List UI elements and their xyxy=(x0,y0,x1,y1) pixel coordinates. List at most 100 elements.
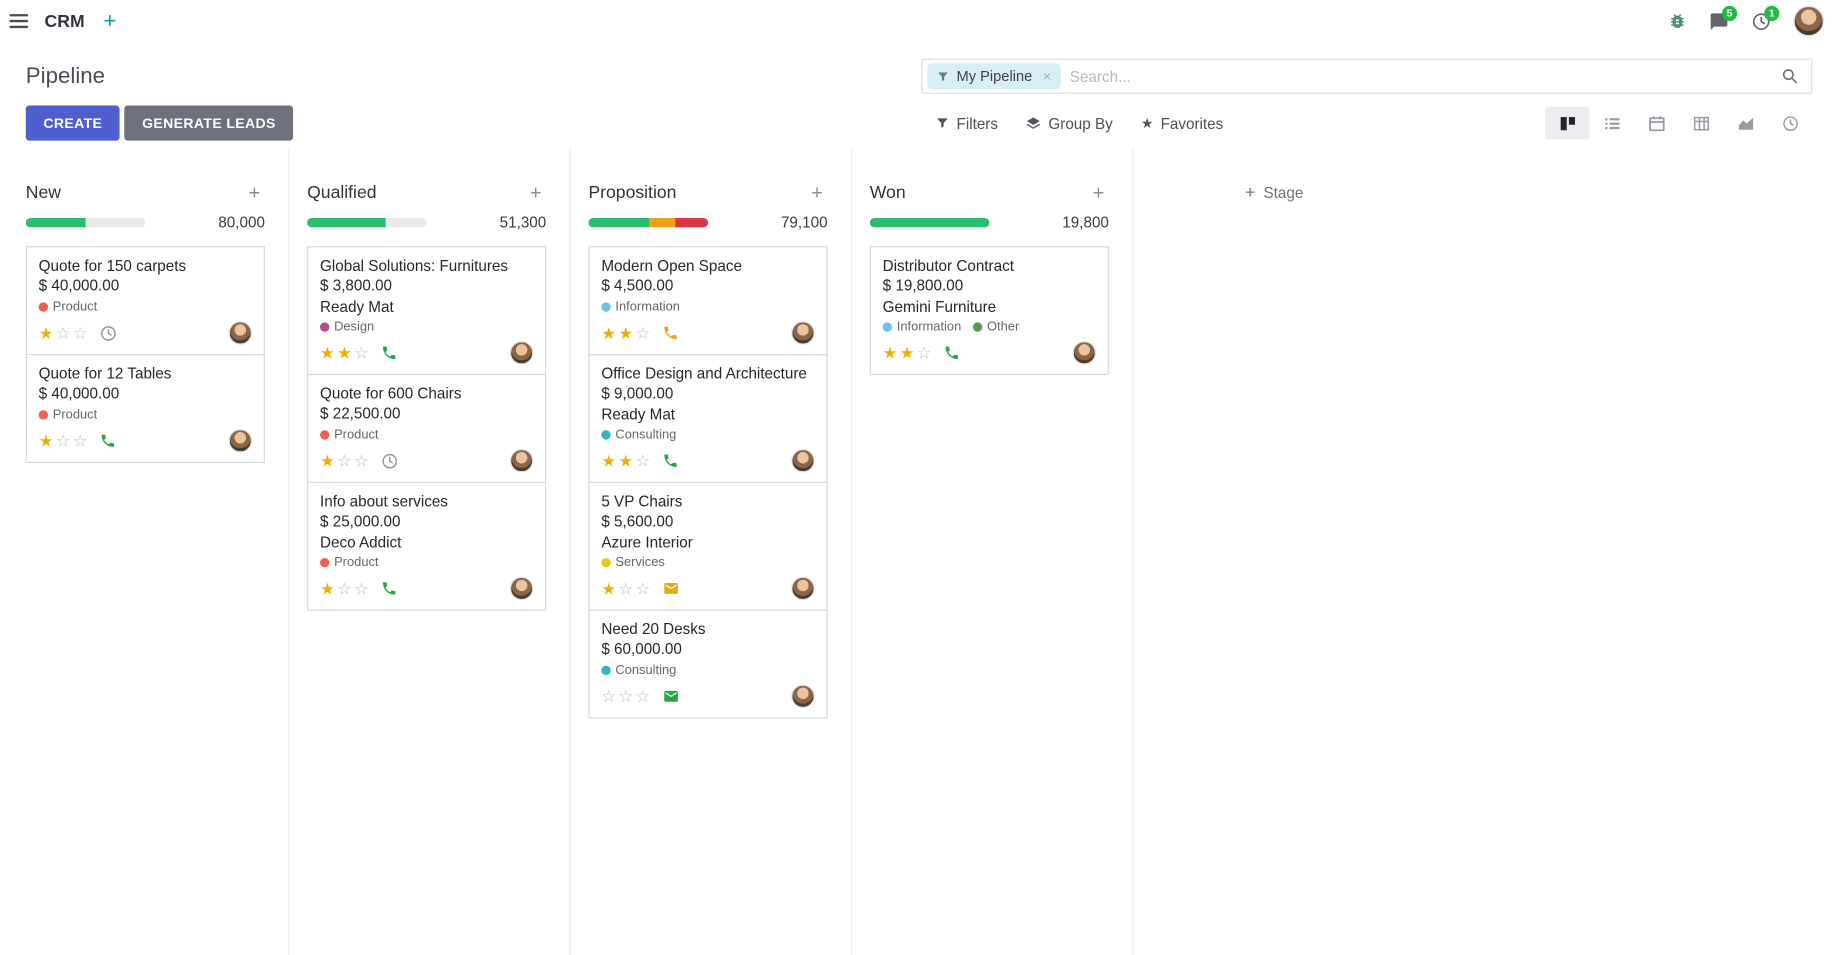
star-empty-icon[interactable]: ☆ xyxy=(635,686,651,706)
facet-remove-icon[interactable]: × xyxy=(1042,67,1052,85)
search-bar[interactable]: My Pipeline × xyxy=(921,58,1813,94)
progress-segment[interactable] xyxy=(869,217,990,227)
search-input[interactable] xyxy=(1060,67,1781,85)
star-empty-icon[interactable]: ☆ xyxy=(337,451,352,471)
column-title[interactable]: Won xyxy=(869,182,906,203)
debug-bug-icon[interactable] xyxy=(1668,12,1687,31)
phone-activity-icon[interactable] xyxy=(943,345,959,361)
card-tags: Design xyxy=(320,320,533,334)
star-empty-icon[interactable]: ☆ xyxy=(55,323,71,343)
column-quick-create-icon[interactable]: + xyxy=(1088,183,1109,203)
search-facet[interactable]: My Pipeline × xyxy=(927,63,1061,90)
view-calendar-button[interactable] xyxy=(1634,107,1679,140)
phone-activity-icon[interactable] xyxy=(662,452,678,468)
star-filled-icon[interactable]: ★ xyxy=(899,343,915,363)
star-empty-icon[interactable]: ☆ xyxy=(72,323,88,343)
star-empty-icon[interactable]: ☆ xyxy=(55,431,71,451)
apps-menu-icon[interactable] xyxy=(9,14,29,29)
favorites-button[interactable]: ★ Favorites xyxy=(1127,107,1237,140)
column-quick-create-icon[interactable]: + xyxy=(525,183,546,203)
star-empty-icon[interactable]: ☆ xyxy=(337,579,352,598)
card-amount: $ 19,800.00 xyxy=(882,276,964,295)
column-title[interactable]: Proposition xyxy=(588,182,677,203)
phone-activity-icon[interactable] xyxy=(99,433,115,449)
view-graph-button[interactable] xyxy=(1723,107,1768,140)
phone-activity-icon[interactable] xyxy=(381,345,397,361)
activities-menu-button[interactable]: 1 xyxy=(1751,5,1780,31)
generate-leads-button[interactable]: GENERATE LEADS xyxy=(124,105,294,141)
opportunity-card[interactable]: Office Design and Architecture $ 9,000.0… xyxy=(588,354,828,483)
progress-segment[interactable] xyxy=(25,217,86,227)
add-stage-button[interactable]: + Stage xyxy=(1238,183,1310,203)
user-avatar[interactable] xyxy=(1793,5,1824,37)
filters-button[interactable]: Filters xyxy=(921,107,1012,140)
nav-plus-icon[interactable]: + xyxy=(101,10,119,32)
star-empty-icon[interactable]: ☆ xyxy=(354,579,369,598)
group-by-button[interactable]: Group By xyxy=(1012,107,1127,140)
envelope-activity-icon[interactable] xyxy=(662,580,680,596)
star-filled-icon[interactable]: ★ xyxy=(337,343,352,363)
create-button[interactable]: CREATE xyxy=(25,105,120,141)
opportunity-card[interactable]: Global Solutions: Furnitures $ 3,800.00 … xyxy=(307,246,547,376)
progress-segment[interactable] xyxy=(588,217,650,227)
opportunity-card[interactable]: Need 20 Desks $ 60,000.00 Consulting ☆ ☆ ☆ xyxy=(588,609,828,719)
star-filled-icon[interactable]: ★ xyxy=(38,431,54,451)
column-quick-create-icon[interactable]: + xyxy=(244,183,265,203)
view-list-button[interactable] xyxy=(1590,107,1635,140)
star-empty-icon[interactable]: ☆ xyxy=(354,343,369,363)
view-activity-button[interactable] xyxy=(1768,107,1813,140)
column-progressbar[interactable] xyxy=(307,217,427,227)
opportunity-card[interactable]: Modern Open Space $ 4,500.00 Information… xyxy=(588,246,828,356)
clock-activity-icon[interactable] xyxy=(381,452,399,470)
star-empty-icon[interactable]: ☆ xyxy=(618,686,634,706)
opportunity-card[interactable]: Quote for 600 Chairs $ 22,500.00 Product… xyxy=(307,373,547,483)
card-stars: ★ ☆ ☆ xyxy=(320,452,369,468)
star-empty-icon[interactable]: ☆ xyxy=(916,343,932,363)
star-filled-icon[interactable]: ★ xyxy=(320,451,335,471)
phone-activity-icon[interactable] xyxy=(381,580,397,596)
opportunity-card[interactable]: Info about services $ 25,000.00 Deco Add… xyxy=(307,481,547,611)
view-pivot-button[interactable] xyxy=(1679,107,1724,140)
star-filled-icon[interactable]: ★ xyxy=(601,451,617,471)
star-filled-icon[interactable]: ★ xyxy=(320,579,335,598)
star-empty-icon[interactable]: ☆ xyxy=(618,579,634,598)
column-progressbar[interactable] xyxy=(588,217,709,227)
view-kanban-button[interactable] xyxy=(1544,106,1590,140)
star-empty-icon[interactable]: ☆ xyxy=(354,451,369,471)
opportunity-card[interactable]: Quote for 150 carpets $ 40,000.00 Produc… xyxy=(25,246,265,356)
column-quick-create-icon[interactable]: + xyxy=(807,183,828,203)
app-name[interactable]: CRM xyxy=(44,11,85,32)
star-filled-icon[interactable]: ★ xyxy=(618,323,634,343)
control-panel-row-bottom: CREATE GENERATE LEADS Filters Group By ★ xyxy=(25,105,1813,141)
star-empty-icon[interactable]: ☆ xyxy=(635,323,651,343)
envelope-activity-icon[interactable] xyxy=(662,688,680,704)
progress-segment[interactable] xyxy=(307,217,387,227)
star-empty-icon[interactable]: ☆ xyxy=(635,451,651,471)
star-filled-icon[interactable]: ★ xyxy=(601,323,617,343)
messages-menu-button[interactable]: 5 xyxy=(1709,5,1738,31)
opportunity-card[interactable]: 5 VP Chairs $ 5,600.00 Azure Interior Se… xyxy=(588,481,828,611)
star-empty-icon[interactable]: ☆ xyxy=(635,579,651,598)
card-tag: Other xyxy=(972,320,1019,334)
opportunity-card[interactable]: Quote for 12 Tables $ 40,000.00 Product … xyxy=(25,354,265,464)
search-icon[interactable] xyxy=(1781,67,1800,86)
salesperson-avatar xyxy=(509,448,534,473)
star-filled-icon[interactable]: ★ xyxy=(882,343,898,363)
opportunity-card[interactable]: Distributor Contract $ 19,800.00 Gemini … xyxy=(869,246,1109,376)
tag-color-dot xyxy=(601,665,611,676)
star-empty-icon[interactable]: ☆ xyxy=(601,686,617,706)
star-filled-icon[interactable]: ★ xyxy=(601,579,617,598)
phone-activity-icon[interactable] xyxy=(662,325,678,341)
clock-activity-icon[interactable] xyxy=(99,324,117,342)
column-progressbar[interactable] xyxy=(869,217,990,227)
star-filled-icon[interactable]: ★ xyxy=(38,323,54,343)
progress-segment[interactable] xyxy=(649,217,676,227)
star-filled-icon[interactable]: ★ xyxy=(320,343,335,363)
star-filled-icon[interactable]: ★ xyxy=(618,451,634,471)
progress-segment[interactable] xyxy=(675,217,708,227)
star-empty-icon[interactable]: ☆ xyxy=(72,431,88,451)
column-progressbar[interactable] xyxy=(25,217,146,227)
column-title[interactable]: New xyxy=(25,182,61,203)
column-title[interactable]: Qualified xyxy=(307,182,377,203)
